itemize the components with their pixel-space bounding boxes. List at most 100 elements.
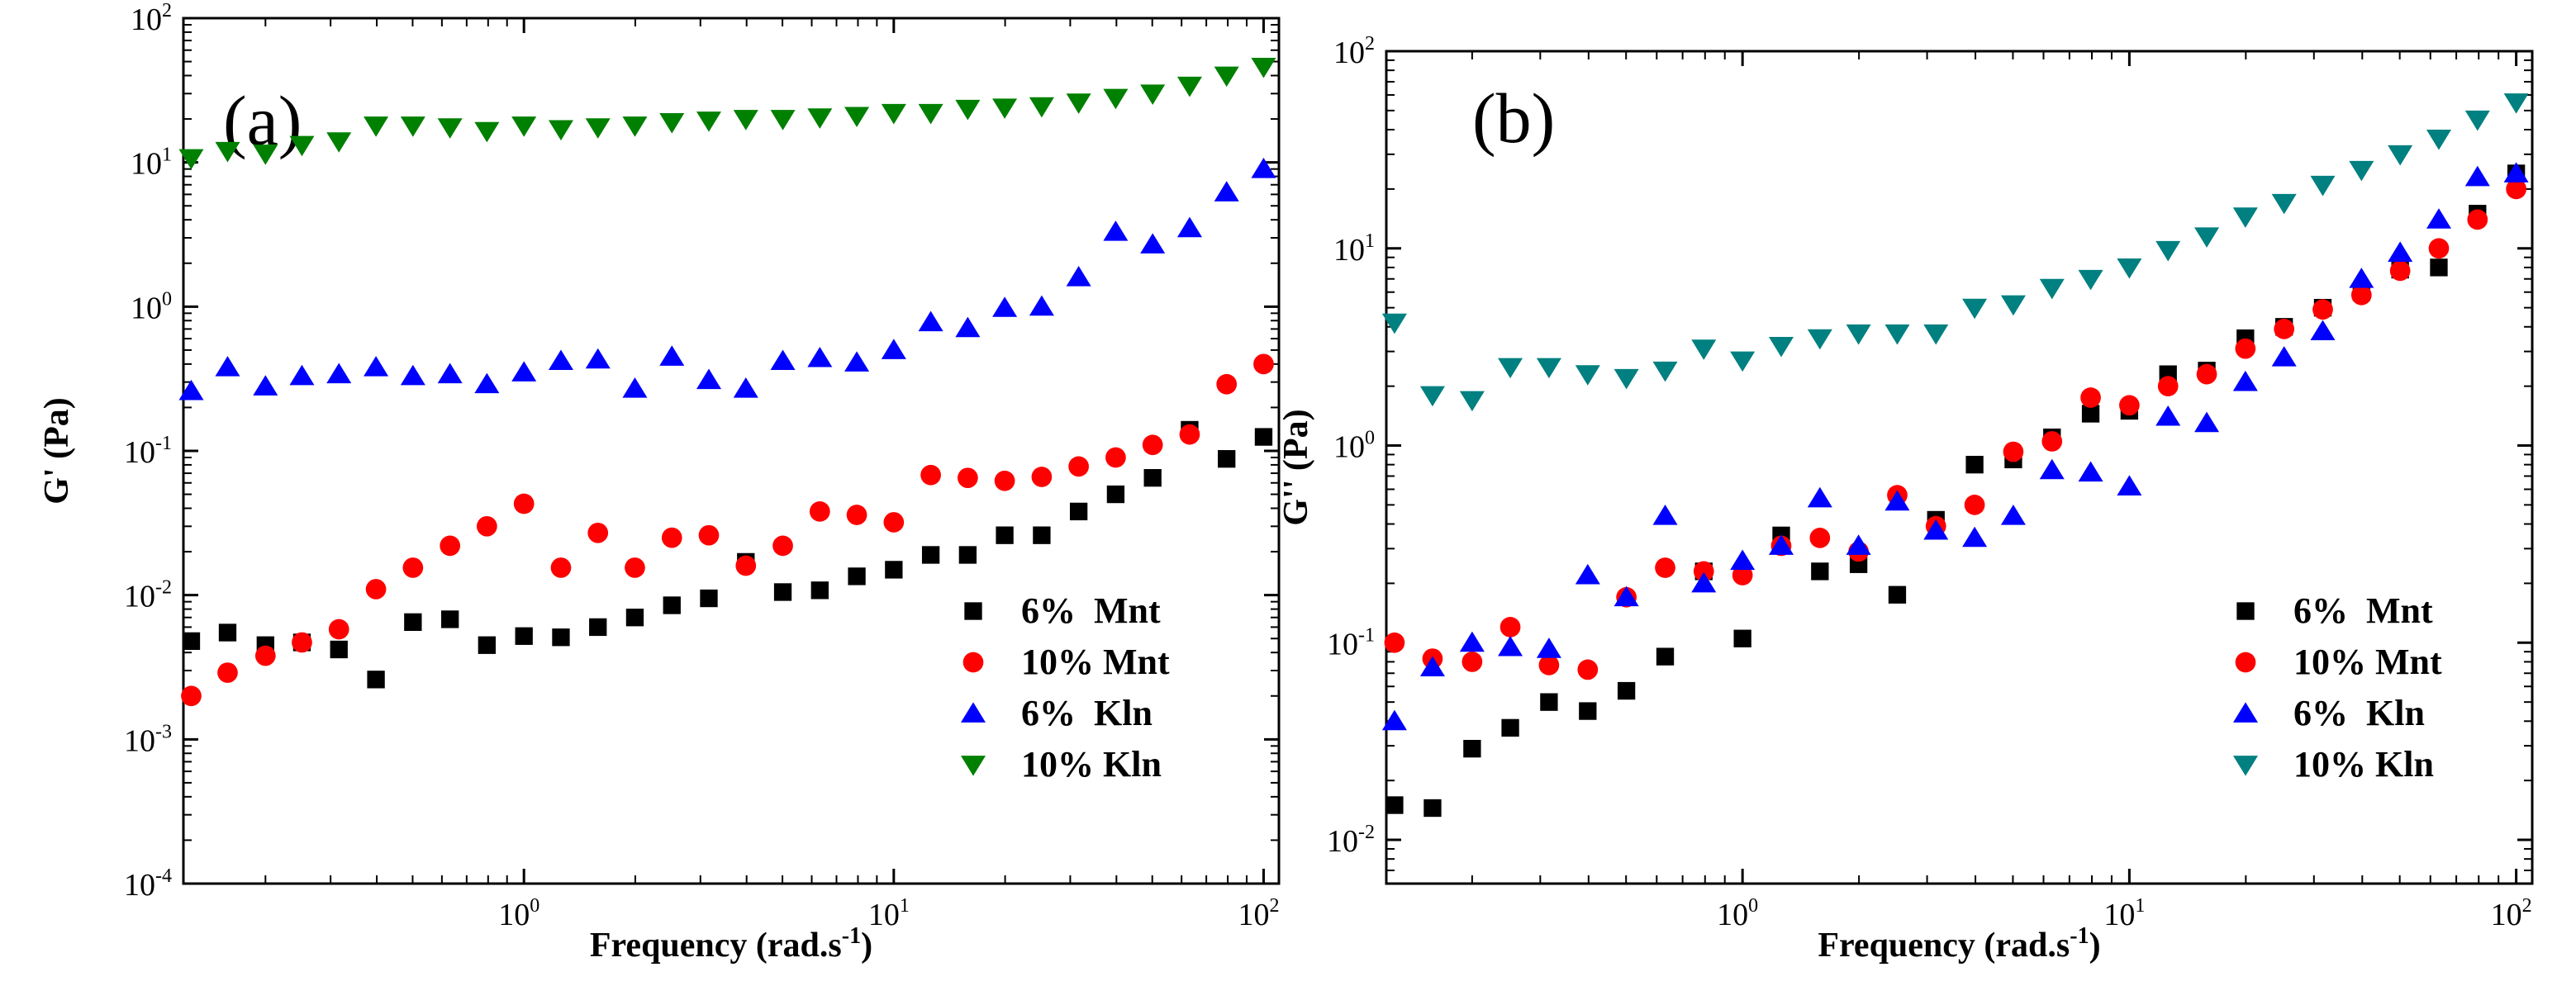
legend-marker <box>2232 702 2259 723</box>
data-point <box>2041 431 2063 452</box>
data-point <box>365 579 387 600</box>
data-point <box>478 636 497 654</box>
data-point <box>2194 227 2220 248</box>
data-point <box>1254 428 1273 446</box>
data-point <box>2464 165 2490 187</box>
data-point <box>1381 313 1407 334</box>
data-point <box>2078 269 2103 291</box>
data-point <box>2503 162 2529 183</box>
data-point <box>515 627 533 645</box>
y-tick-label: 10-2 <box>1327 822 1375 859</box>
y-tick-label: 102 <box>1333 33 1375 70</box>
data-point <box>698 524 720 546</box>
y-tick-base: 10 <box>124 580 155 614</box>
x-tick-base: 10 <box>1717 898 1748 932</box>
data-point <box>2467 209 2488 230</box>
y-tick-base: 10 <box>131 291 162 325</box>
data-point <box>625 609 644 627</box>
data-point <box>622 377 648 398</box>
data-point <box>2388 241 2413 262</box>
data-point <box>215 141 240 163</box>
data-point <box>2430 258 2448 277</box>
x-axis-title-exponent: -1 <box>2070 923 2089 949</box>
data-point <box>552 628 570 647</box>
data-point <box>2119 395 2140 416</box>
y-tick-exponent: -4 <box>155 865 172 887</box>
data-point <box>1652 504 1678 525</box>
data-point <box>2274 319 2295 339</box>
x-tick-exponent: 2 <box>1269 895 1279 917</box>
data-point <box>1142 434 1163 456</box>
y-tick-base: 10 <box>1327 824 1358 859</box>
data-point <box>1768 336 1794 358</box>
x-tick-label: 102 <box>2491 895 2532 932</box>
data-point <box>2000 295 2026 316</box>
legend-marker <box>960 702 986 723</box>
data-point <box>400 116 425 137</box>
legend-label: 10% Kln <box>2293 744 2434 785</box>
data-point <box>2310 320 2336 341</box>
data-point <box>511 361 537 382</box>
y-tick-exponent: -1 <box>1358 624 1375 646</box>
legend-marker <box>960 756 986 776</box>
data-point <box>696 111 722 132</box>
y-tick-exponent: 1 <box>162 145 172 166</box>
data-point <box>2000 504 2026 525</box>
data-point <box>1962 298 1988 320</box>
data-point <box>326 132 352 153</box>
data-point <box>1614 585 1639 607</box>
legend-label: 6% Mnt <box>1021 590 1161 631</box>
data-point <box>1536 358 1561 379</box>
data-point <box>1105 447 1126 468</box>
data-point <box>659 113 685 134</box>
data-point <box>217 662 238 683</box>
series-3 <box>178 57 1276 170</box>
x-axis-title: Frequency (rad.s-1) <box>1818 923 2100 965</box>
data-point <box>253 375 278 396</box>
panel-a-chart: 100 101 10210-410-310-210-1100101102(a)Fre… <box>38 0 1281 965</box>
data-point <box>955 316 981 338</box>
data-point <box>955 99 981 121</box>
data-point <box>1501 718 1519 737</box>
data-point <box>1655 557 1675 578</box>
data-point <box>587 522 609 543</box>
y-tick-exponent: 0 <box>162 288 172 310</box>
data-point <box>1216 373 1238 395</box>
data-point <box>770 349 796 371</box>
x-axis-title-close: ) <box>861 927 872 965</box>
data-point <box>1923 519 1949 540</box>
x-axis-title: Frequency (rad.s-1) <box>590 923 872 965</box>
data-point <box>2271 346 2297 367</box>
data-point <box>289 135 315 157</box>
data-point <box>1846 534 1871 555</box>
legend-marker <box>2232 756 2259 776</box>
legend-label: 6% Kln <box>2293 693 2425 733</box>
data-point <box>2349 160 2374 182</box>
data-point <box>440 535 461 557</box>
data-point <box>1251 158 1276 178</box>
data-point <box>2349 268 2374 288</box>
data-point <box>1385 796 1404 814</box>
data-point <box>1614 368 1639 390</box>
legend-marker <box>2236 602 2255 620</box>
legend-marker <box>962 652 984 673</box>
data-point <box>1964 495 1985 515</box>
x-tick-base: 10 <box>2103 898 2135 932</box>
data-point <box>663 596 681 614</box>
data-point <box>885 561 903 579</box>
data-point <box>1033 526 1051 544</box>
data-point <box>2426 208 2452 229</box>
data-point <box>2117 258 2142 279</box>
data-point <box>437 118 463 139</box>
data-point <box>1381 709 1407 731</box>
data-point <box>770 110 796 130</box>
x-axis-title-exponent: -1 <box>842 923 861 949</box>
y-tick-exponent: -2 <box>1358 822 1375 843</box>
data-point <box>807 108 833 129</box>
panel-label: (b) <box>1472 78 1555 158</box>
y-axis-title: G'' (Pa) <box>1277 409 1315 525</box>
y-tick-exponent: 2 <box>162 0 172 21</box>
data-point <box>437 363 463 384</box>
data-point <box>253 145 278 165</box>
